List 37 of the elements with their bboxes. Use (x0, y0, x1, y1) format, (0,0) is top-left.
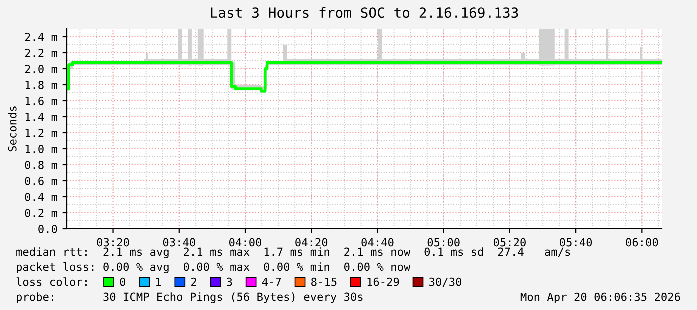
legend-label: 16-29 (368, 278, 400, 286)
x-tick-label: 03:40 (163, 238, 196, 247)
legend-label: 3 (227, 278, 232, 286)
y-tick-label: 0.0 (38, 225, 58, 234)
legend-label: 30/30 (430, 278, 462, 288)
y-tick-label: 2.4 m (25, 33, 58, 42)
text: packet loss: 0.00 % avg 0.00 % max 0.00 % min 0.00 % now (17, 262, 411, 274)
legend-label: 0 (120, 278, 126, 286)
x-tick-label: 04:40 (362, 238, 394, 247)
y-tick-label: 0.2 m (25, 209, 58, 218)
y-tick-label: 1.2 m (26, 129, 58, 138)
y-axis-title: Seconds (8, 106, 17, 152)
x-tick-label: 06:00 (626, 238, 658, 247)
legend-title: loss color: (16, 278, 87, 286)
x-tick-label: 05:00 (428, 238, 460, 247)
y-tick-label: 1.6 m (26, 97, 58, 106)
legend-label: 1 (156, 278, 162, 286)
text: median rtt: 2.1 ms avg 2.1 ms max 1.7 ms min 2.1 ms now 0.1 ms sd 27.4 am/s (16, 248, 570, 258)
y-tick-label: 1.8 m (26, 81, 58, 90)
x-tick-label: 04:00 (230, 238, 262, 247)
y-tick-label: 0.4 m (25, 193, 58, 202)
x-tick-label: 03:20 (97, 238, 130, 247)
y-tick-label: 1.0 m (26, 145, 58, 154)
x-tick-label: 04:20 (296, 238, 328, 247)
y-tick-label: 1.4 m (26, 113, 58, 122)
y-tick-label: 2.0 m (25, 65, 58, 74)
y-tick-label: 0.6 m (25, 177, 58, 186)
legend-label: 2 (192, 278, 196, 286)
chart-title: Last 3 Hours from SOC to 2.16.169.133 (211, 7, 518, 18)
x-tick-label: 05:40 (560, 238, 592, 247)
legend-label: 8-15 (312, 278, 337, 286)
text: Mon Apr 20 06:06:35 2026 (520, 292, 680, 304)
text: probe: 30 ICMP Echo Pings (56 Bytes) every 30s (17, 292, 363, 304)
y-tick-label: 0.8 m (25, 161, 58, 170)
y-tick-label: 2.2 m (25, 49, 58, 58)
x-tick-label: 05:20 (494, 238, 526, 247)
legend-label: 4-7 (262, 278, 282, 286)
